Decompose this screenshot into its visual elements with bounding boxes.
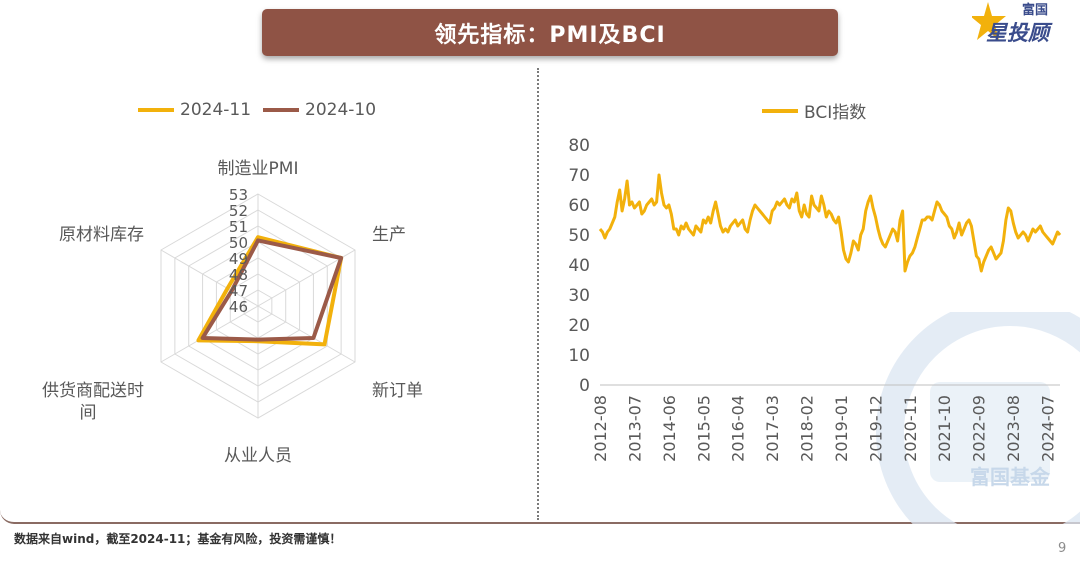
radar-series-2024-10: [200, 238, 344, 342]
radar-axis-label: 新订单: [372, 381, 423, 401]
fullgoal-watermark-icon: 富国基金: [876, 312, 1080, 524]
title-banner: 领先指标：PMI及BCI: [262, 9, 838, 56]
radar-tick-label: 50: [229, 234, 248, 252]
radar-tick-label: 46: [229, 298, 248, 316]
radar-axis-label: 供货商配送时: [42, 381, 144, 401]
radar-spoke: [160, 305, 259, 363]
bci-x-tick-label: 2016-04: [729, 395, 748, 462]
radar-axis-label: 间: [80, 403, 97, 423]
bci-x-tick-label: 2019-01: [832, 395, 851, 462]
radar-tick-label: 48: [229, 266, 248, 284]
legend-item-bci: BCI指数: [762, 98, 866, 123]
bci-series-line: [598, 173, 1062, 273]
radar-tick-label: 49: [229, 250, 248, 268]
bci-y-tick-label: 10: [568, 346, 590, 366]
bci-x-tick-label: 2024-07: [1038, 395, 1057, 462]
bci-x-tick-label: 2018-02: [798, 395, 817, 462]
radar-tick-label: 53: [229, 186, 248, 204]
radar-spoke: [257, 305, 356, 363]
legend-label-2024-11: 2024-11: [180, 100, 252, 120]
radar-legend: 2024-11 2024-10: [138, 100, 380, 120]
bci-x-tick-label: 2019-12: [866, 395, 885, 462]
bci-y-tick-label: 70: [568, 166, 590, 186]
star-icon: [972, 2, 1006, 40]
bci-y-tick-label: 20: [568, 316, 590, 336]
legend-swatch-bci: [762, 108, 798, 113]
bci-y-tick-label: 80: [568, 136, 590, 156]
bci-x-tick-label: 2022-09: [970, 395, 989, 462]
bci-x-tick-label: 2013-07: [625, 395, 644, 462]
radar-tick-label: 47: [229, 282, 248, 300]
legend-swatch-gold: [138, 108, 174, 112]
legend-item-2024-11: 2024-11: [138, 100, 251, 120]
footer-note: 数据来自wind，截至2024-11；基金有风险，投资需谨慎！: [14, 532, 342, 546]
page-number: 9: [1058, 541, 1067, 556]
legend-label-bci: BCI指数: [804, 103, 867, 123]
page-title: 领先指标：PMI及BCI: [434, 22, 666, 48]
bci-y-tick-label: 30: [568, 286, 590, 306]
bci-x-tick-label: 2023-08: [1004, 395, 1023, 462]
radar-tick-label: 51: [229, 218, 248, 236]
panel-divider: [537, 68, 539, 520]
legend-item-2024-10: 2024-10: [263, 100, 376, 120]
bci-line-chart: 0 10 20 30 40 50 60 70 80 2012-08 2013-07 2014-06 20…: [568, 136, 1062, 462]
legend-swatch-brown: [263, 108, 300, 112]
watermark-text: 富国基金: [970, 465, 1051, 489]
bci-y-tick-label: 40: [568, 256, 590, 276]
bci-x-tick-label: 2014-06: [660, 395, 679, 462]
slide-frame: [0, 522, 1080, 524]
radar-axis-label: 生产: [372, 225, 406, 245]
logo-line2: 星投顾: [986, 21, 1053, 45]
bci-x-tick-label: 2012-08: [591, 395, 610, 462]
radar-axis-label: 从业人员: [224, 446, 292, 466]
bci-y-tick-label: 0: [579, 376, 590, 396]
bci-x-tick-label: 2021-10: [935, 395, 954, 462]
logo-line1: 富国: [1022, 2, 1048, 18]
bci-x-tick-label: 2020-11: [901, 395, 920, 462]
bci-x-tick-label: 2017-03: [763, 395, 782, 462]
radar-tick-label: 52: [229, 202, 248, 220]
legend-label-2024-10: 2024-10: [305, 100, 377, 120]
bci-y-tick-label: 60: [568, 196, 590, 216]
bci-legend: BCI指数: [762, 98, 870, 123]
bci-y-tick-label: 50: [568, 226, 590, 246]
radar-axis-label: 原材料库存: [59, 225, 144, 245]
fullgoal-star-advisor-logo: 富国 星投顾: [972, 2, 1053, 45]
radar-spoke: [160, 249, 259, 307]
radar-axis-label: 制造业PMI: [218, 159, 299, 179]
bci-x-tick-label: 2015-05: [694, 395, 713, 462]
